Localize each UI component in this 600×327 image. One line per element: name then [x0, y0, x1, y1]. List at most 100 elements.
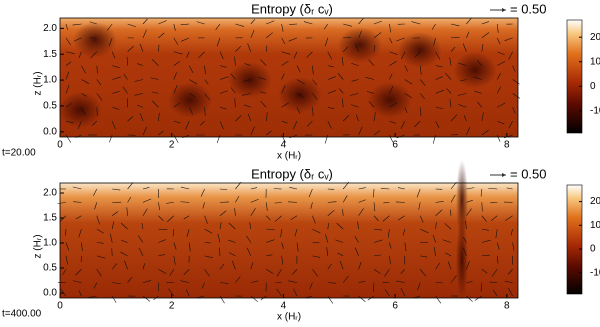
velocity-arrow: [173, 255, 176, 265]
velocity-arrow: [292, 120, 298, 130]
velocity-arrow: [435, 120, 440, 128]
velocity-arrow: [327, 106, 335, 110]
velocity-arrow: [481, 112, 484, 122]
velocity-arrow: [73, 201, 82, 203]
velocity-arrow: [250, 126, 255, 136]
velocity-arrow: [481, 32, 490, 39]
x-tick-label: 6: [392, 301, 398, 312]
velocity-arrow: [274, 202, 282, 204]
velocity-arrow: [404, 107, 408, 113]
velocity-arrow: [497, 60, 506, 66]
velocity-arrow: [281, 37, 286, 45]
velocity-arrow: [512, 93, 521, 99]
velocity-arrow: [337, 72, 344, 80]
velocity-arrow: [167, 215, 175, 223]
velocity-arrow: [201, 282, 205, 289]
x-tick-label: 6: [392, 140, 398, 151]
velocity-arrow: [435, 76, 443, 80]
velocity-arrow: [65, 242, 70, 251]
velocity-arrow: [142, 126, 147, 136]
velocity-arrow: [265, 215, 271, 221]
velocity-arrow: [366, 91, 375, 94]
velocity-arrow: [382, 215, 390, 222]
velocity-arrow: [137, 63, 144, 66]
velocity-arrow: [141, 222, 144, 230]
velocity-arrow: [404, 93, 413, 99]
velocity-arrow: [250, 295, 258, 302]
velocity-arrow: [266, 268, 274, 274]
velocity-arrow: [358, 261, 362, 270]
velocity-arrow: [312, 255, 321, 258]
velocity-arrow: [234, 208, 236, 216]
velocity-arrow: [111, 295, 117, 303]
velocity-arrow: [368, 101, 375, 108]
velocity-arrow: [419, 65, 422, 75]
velocity-arrow: [435, 295, 442, 304]
velocity-arrow: [389, 23, 392, 33]
velocity-arrow: [234, 98, 236, 108]
velocity-arrow: [235, 196, 240, 203]
velocity-arrow: [78, 51, 82, 58]
velocity-arrow: [389, 60, 397, 66]
velocity-arrow: [289, 23, 298, 25]
velocity-arrow: [88, 295, 97, 299]
velocity-arrow: [435, 222, 437, 230]
velocity-arrow: [96, 228, 104, 234]
velocity-arrow: [504, 280, 513, 283]
velocity-arrow: [476, 60, 483, 66]
velocity-arrow: [60, 288, 67, 297]
velocity-arrow: [96, 93, 103, 101]
velocity-arrow: [481, 129, 489, 136]
velocity-arrow: [90, 51, 98, 59]
velocity-arrow: [389, 120, 396, 124]
velocity-arrow: [81, 242, 83, 251]
velocity-arrow: [373, 202, 376, 212]
velocity-arrow: [250, 187, 258, 190]
velocity-arrow: [142, 208, 148, 216]
velocity-arrow: [351, 62, 359, 66]
velocity-arrow: [73, 37, 82, 42]
y-tick-label: 0.0: [43, 126, 57, 137]
velocity-arrow: [489, 281, 498, 283]
velocity-arrow: [481, 202, 483, 212]
velocity-arrow: [496, 23, 499, 33]
plot-frame: [59, 182, 519, 299]
velocity-arrow: [512, 65, 516, 72]
x-tick-label: 4: [281, 301, 287, 312]
velocity-arrow: [466, 127, 471, 136]
velocity-arrow: [165, 202, 174, 204]
velocity-arrow: [142, 18, 148, 25]
velocity-arrow: [420, 255, 428, 258]
velocity-arrow: [306, 51, 313, 58]
plume: [456, 160, 468, 240]
velocity-arrow: [65, 102, 72, 108]
velocity-arrow: [460, 79, 467, 82]
velocity-arrow: [358, 30, 362, 38]
velocity-arrow: [266, 32, 273, 39]
velocity-arrow: [183, 215, 190, 220]
x-axis-label: x (Hᵣ): [277, 151, 301, 162]
y-tick-label: 0.5: [43, 263, 57, 274]
velocity-arrow: [246, 247, 252, 256]
velocity-arrow: [57, 202, 67, 204]
velocity-arrow: [228, 252, 236, 257]
velocity-arrow: [431, 23, 436, 30]
velocity-arrow: [180, 280, 190, 283]
velocity-arrow: [250, 30, 255, 38]
velocity-arrow: [355, 114, 359, 122]
velocity-arrow: [142, 295, 151, 302]
velocity-arrow: [342, 195, 348, 203]
velocity-arrow: [96, 79, 102, 86]
velocity-arrow: [466, 187, 475, 190]
velocity-arrow: [325, 234, 329, 243]
velocity-arrow: [351, 79, 359, 82]
velocity-arrow: [219, 51, 224, 60]
velocity-arrow: [216, 37, 221, 47]
velocity-arrow: [358, 208, 364, 216]
velocity-arrow: [235, 23, 245, 27]
velocity-arrow: [466, 199, 473, 203]
x-tick-label: 8: [504, 140, 510, 151]
velocity-arrow: [496, 242, 500, 250]
velocity-arrow: [446, 88, 452, 94]
velocity-arrow: [373, 228, 382, 231]
